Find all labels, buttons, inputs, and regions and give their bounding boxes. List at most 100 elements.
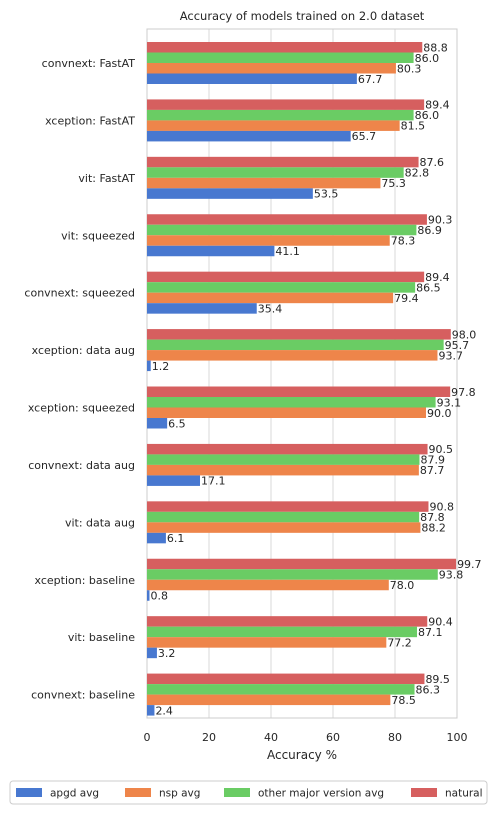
x-tick-label: 60 xyxy=(326,731,340,744)
bar xyxy=(147,130,351,142)
bar-value-label: 93.1 xyxy=(437,396,462,409)
bar xyxy=(147,579,389,591)
legend-label: natural xyxy=(445,788,483,800)
legend-swatch xyxy=(16,788,42,797)
bar xyxy=(147,637,387,648)
bar-value-label: 81.5 xyxy=(401,120,426,133)
x-axis-label: Accuracy % xyxy=(267,748,337,762)
bar-value-label: 3.2 xyxy=(158,647,176,660)
bar xyxy=(147,522,421,533)
category-label: xception: squeezed xyxy=(28,402,135,415)
bar xyxy=(147,339,444,351)
value-labels-group: 88.886.080.367.789.486.081.565.787.682.8… xyxy=(150,41,481,717)
bar xyxy=(147,177,381,189)
category-label: xception: FastAT xyxy=(45,114,135,127)
plot-area-frame xyxy=(146,28,458,719)
category-label: convnext: squeezed xyxy=(24,287,135,300)
bar xyxy=(147,464,419,476)
bar xyxy=(147,224,417,236)
bar-value-label: 90.5 xyxy=(429,443,454,456)
bar xyxy=(147,99,425,110)
bar-value-label: 87.6 xyxy=(420,156,445,169)
bar xyxy=(147,214,427,225)
bar-value-label: 79.4 xyxy=(394,292,419,305)
bar-value-label: 93.8 xyxy=(439,569,464,582)
bar-value-label: 97.8 xyxy=(451,386,476,399)
bar-value-label: 89.5 xyxy=(425,673,450,686)
bar-value-label: 78.3 xyxy=(391,235,416,248)
category-label: xception: baseline xyxy=(35,574,136,587)
bar xyxy=(147,156,419,168)
bar-value-label: 41.1 xyxy=(275,245,300,258)
x-tick-label: 0 xyxy=(144,731,151,744)
x-tick-label: 80 xyxy=(388,731,402,744)
bar xyxy=(147,350,438,361)
bar-value-label: 0.8 xyxy=(150,590,168,603)
category-label: vit: FastAT xyxy=(78,172,135,185)
bar xyxy=(147,52,414,63)
bar xyxy=(147,647,157,659)
bar xyxy=(147,120,400,131)
category-label: convnext: data aug xyxy=(28,459,135,472)
bar-value-label: 77.2 xyxy=(387,636,412,649)
category-label: vit: baseline xyxy=(68,631,135,644)
bar-value-label: 17.1 xyxy=(201,475,226,488)
bars-group xyxy=(147,42,457,716)
legend-label: nsp avg xyxy=(159,788,200,800)
bar-value-label: 65.7 xyxy=(352,130,377,143)
bar-value-label: 86.5 xyxy=(416,281,441,294)
bar xyxy=(147,616,428,627)
bar xyxy=(147,303,257,314)
bar-value-label: 90.4 xyxy=(428,615,453,628)
bar-value-label: 93.7 xyxy=(438,349,463,362)
bar-value-label: 1.2 xyxy=(152,360,170,373)
bar-value-label: 6.1 xyxy=(167,532,185,545)
bar xyxy=(147,694,391,706)
bar xyxy=(147,475,201,486)
bar-value-label: 87.9 xyxy=(420,454,445,467)
bar-value-label: 98.0 xyxy=(452,328,477,341)
bar xyxy=(147,73,357,84)
bar xyxy=(147,235,390,246)
bar xyxy=(147,397,436,408)
bar xyxy=(147,63,396,74)
category-labels-group: convnext: FastAT xception: FastAT vit: Fas… xyxy=(24,57,135,702)
category-label: convnext: baseline xyxy=(31,689,135,702)
bar-value-label: 75.3 xyxy=(381,177,406,190)
bar-value-label: 89.4 xyxy=(425,271,450,284)
bar-value-label: 6.5 xyxy=(168,417,186,430)
bar xyxy=(147,109,414,121)
bar xyxy=(147,511,420,523)
bar-value-label: 86.0 xyxy=(415,52,440,65)
bar-value-label: 80.3 xyxy=(397,62,422,75)
bar xyxy=(147,271,425,283)
bar-value-label: 90.3 xyxy=(428,214,453,227)
bar-value-label: 88.8 xyxy=(423,41,448,54)
bar xyxy=(147,360,151,372)
legend-swatch xyxy=(224,788,250,797)
bar xyxy=(147,245,275,257)
bar xyxy=(147,42,423,53)
bar xyxy=(147,532,166,544)
bar xyxy=(147,167,404,178)
bar-value-label: 82.8 xyxy=(405,167,430,180)
bar xyxy=(147,443,428,455)
x-tick-label: 20 xyxy=(202,731,216,744)
bar-value-label: 86.9 xyxy=(417,224,442,237)
bar xyxy=(147,684,415,695)
legend-swatch xyxy=(125,788,151,797)
chart-title: Accuracy of models trained on 2.0 datase… xyxy=(180,9,425,23)
category-label: xception: data aug xyxy=(32,344,135,357)
bar xyxy=(147,626,418,638)
bar-value-label: 86.0 xyxy=(415,109,440,122)
bar-value-label: 99.7 xyxy=(457,558,482,571)
bar xyxy=(147,329,451,340)
legend-label: apgd avg xyxy=(50,788,99,800)
bar xyxy=(147,292,394,304)
bar xyxy=(147,673,425,685)
x-tick-label: 100 xyxy=(447,731,468,744)
bar xyxy=(147,282,416,293)
bar-value-label: 90.8 xyxy=(429,501,454,514)
bar-value-label: 90.0 xyxy=(427,407,452,420)
